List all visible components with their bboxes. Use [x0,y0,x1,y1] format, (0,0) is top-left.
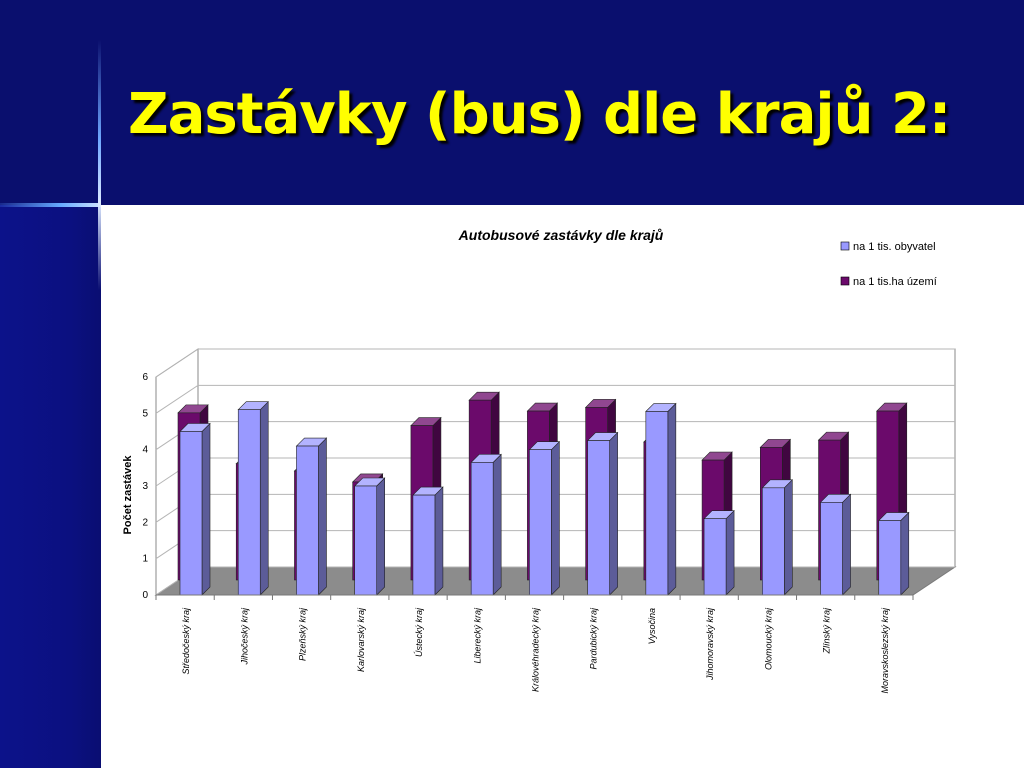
x-category-label: Liberecký kraj [472,607,482,664]
bar-front [237,409,261,596]
chart-bars [177,391,910,596]
y-tick-label: 2 [142,517,148,528]
bar-front [296,445,319,596]
x-category-label: Jihočeský kraj [239,607,249,666]
bar-series-1 [412,486,444,596]
bar-side [492,453,502,596]
bar-side [376,477,385,596]
bar-front [762,487,785,596]
bar-front [412,494,436,596]
bar-front [820,502,843,596]
bar-side [259,400,269,596]
y-tick-label: 4 [142,445,148,456]
bar-series-1 [295,437,328,596]
gridline [155,348,955,378]
bar-series-1 [179,422,211,596]
chart-axes: 0 1 2 3 4 5 6 Středočeský kraj Jihočeský kraj Plz… [142,372,914,694]
gridline [155,384,955,414]
bar-side [725,509,735,596]
x-category-label: Zlínský kraj [822,607,832,655]
bar-series-1 [586,431,619,596]
slide-title: Zastávky (bus) dle krajů 2: [128,82,951,147]
y-tick-label: 3 [142,481,148,492]
legend-label: na 1 tis. obyvatel [853,241,936,253]
x-category-label: Pardubický kraj [589,607,599,670]
x-category-label: Středočeský kraj [181,607,191,675]
y-axis-title: Počet zastávek [122,455,134,535]
chart-title: Autobusové zastávky dle krajů [458,227,664,243]
y-tick-label: 0 [142,590,148,601]
bar-front [878,520,902,596]
bar-side [609,431,618,596]
bar-side [900,511,910,596]
bar-side [784,479,793,596]
bar-side [667,402,677,596]
bar-front [703,518,727,596]
bar-front [587,440,610,596]
y-tick-label: 5 [142,408,148,419]
y-tick-label: 6 [142,372,148,383]
bar-chart: Autobusové zastávky dle krajů Počet zast… [122,227,957,694]
bar-side [842,493,851,596]
bar-series-1 [470,453,502,596]
bar-series-1 [528,440,561,596]
bar-front [179,431,203,596]
legend-swatch [840,276,850,286]
bar-side [434,486,444,596]
bar-front [645,411,669,596]
bar-side [551,440,560,596]
accent-line-vertical [98,40,101,290]
bar-series-1 [353,477,386,596]
x-category-label: Karlovarský kraj [356,607,366,672]
bar-series-1 [819,493,852,596]
bar-front [470,462,494,596]
x-category-label: Moravskoslezský kraj [880,607,890,694]
bar-series-1 [645,402,677,596]
bar-series-1 [761,479,794,596]
x-category-label: Vysočina [647,608,657,644]
x-category-label: Olomoucký kraj [763,607,773,670]
legend-label: na 1 tis.ha území [853,276,937,288]
slide-header [0,0,1024,205]
bar-side [318,437,327,596]
x-category-label: Ústecký kraj [414,607,424,657]
bar-front [529,449,552,596]
bar-side [201,422,211,596]
y-tick-label: 1 [142,554,148,565]
bar-series-1 [878,511,910,596]
legend-swatch [840,241,850,251]
chart-legend: na 1 tis. obyvatel na 1 tis.ha území [840,241,937,288]
bar-series-1 [237,400,269,596]
x-category-label: Plzeňský kraj [298,607,308,661]
bar-front [354,485,377,596]
x-category-label: Královéhradecký kraj [531,607,541,692]
left-decorative-band [0,205,101,768]
accent-line-horizontal [0,203,101,207]
bar-series-1 [703,509,735,596]
x-category-label: Jihomoravský kraj [705,607,715,681]
